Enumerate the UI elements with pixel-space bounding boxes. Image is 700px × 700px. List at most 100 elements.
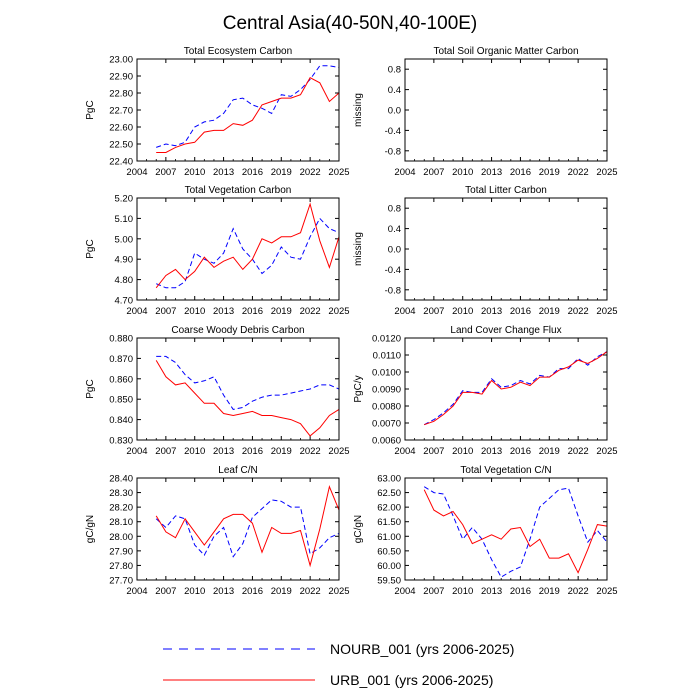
- x-tick-label: 2007: [423, 306, 444, 317]
- plot-frame: [404, 58, 608, 162]
- panel-land-cover-change-flux: Land Cover Change Flux PgC/y 2004 2007 2010 2…: [353, 325, 618, 457]
- y-axis-label: gC/gN: [85, 515, 96, 543]
- x-tick-label: 2025: [328, 446, 349, 457]
- y-axis-label: PgC/y: [353, 375, 364, 402]
- x-tick-label: 2019: [271, 306, 292, 317]
- y-tick-label: 62.00: [377, 503, 401, 514]
- y-tick-label: 4.90: [115, 255, 134, 266]
- x-tick-label: 2004: [126, 446, 147, 457]
- x-tick-label: 2007: [155, 586, 176, 597]
- x-tick-label: 2004: [394, 586, 415, 597]
- panel-title: Total Litter Carbon: [465, 185, 547, 196]
- x-tick-label: 2016: [242, 167, 263, 178]
- x-tick-label: 2025: [596, 306, 617, 317]
- x-tick-label: 2013: [213, 306, 234, 317]
- panel-leaf-c-n: Leaf C/N gC/gN 2004 2007 2010 2013 2016 2019 202…: [85, 465, 350, 597]
- x-tick-label: 2007: [155, 446, 176, 457]
- y-tick-label: 5.10: [115, 214, 134, 225]
- y-tick-label: 0.0070: [372, 419, 401, 430]
- x-tick-label: 2016: [510, 167, 531, 178]
- y-tick-label: 0.4: [388, 224, 401, 235]
- panel-title: Total Soil Organic Matter Carbon: [433, 46, 578, 57]
- panel-total-ecosystem-carbon: Total Ecosystem Carbon PgC 2004 2007 2010 201…: [85, 46, 350, 178]
- x-tick-label: 2019: [539, 586, 560, 597]
- plot-frame: [136, 197, 340, 301]
- y-tick-label: -0.4: [385, 265, 401, 276]
- panels: Total Ecosystem Carbon PgC 2004 2007 2010 201…: [85, 46, 618, 597]
- y-axis-label: PgC: [85, 100, 96, 119]
- y-axis-label: missing: [353, 93, 364, 127]
- x-tick-label: 2022: [568, 446, 589, 457]
- panel-coarse-woody-debris-carbon: Coarse Woody Debris Carbon PgC 2004 2007 201…: [85, 325, 350, 457]
- x-tick-label: 2007: [155, 167, 176, 178]
- x-tick-label: 2016: [242, 446, 263, 457]
- y-tick-label: 0.860: [109, 374, 133, 385]
- y-tick-label: 0.4: [388, 85, 401, 96]
- x-tick-label: 2022: [300, 167, 321, 178]
- x-tick-label: 2019: [271, 167, 292, 178]
- x-tick-label: 2022: [300, 586, 321, 597]
- x-tick-label: 2013: [481, 306, 502, 317]
- legend-nourb-label: NOURB_001 (yrs 2006-2025): [330, 641, 514, 657]
- y-tick-label: 0.0080: [372, 402, 401, 413]
- y-tick-label: 0.870: [109, 354, 133, 365]
- x-tick-label: 2013: [481, 446, 502, 457]
- x-tick-label: 2016: [242, 586, 263, 597]
- plot-frame: [404, 337, 608, 441]
- x-tick-label: 2016: [510, 586, 531, 597]
- x-tick-label: 2013: [481, 167, 502, 178]
- y-tick-label: 23.00: [109, 55, 133, 66]
- x-tick-label: 2016: [510, 306, 531, 317]
- series-line-nourb-001: [156, 355, 339, 410]
- y-tick-label: 28.20: [109, 503, 133, 514]
- plot-frame: [404, 477, 608, 581]
- x-tick-label: 2025: [596, 446, 617, 457]
- figure-title: Central Asia(40-50N,40-100E): [223, 13, 478, 34]
- x-tick-label: 2025: [596, 167, 617, 178]
- x-tick-label: 2013: [213, 446, 234, 457]
- x-tick-label: 2010: [452, 446, 473, 457]
- x-tick-label: 2004: [394, 306, 415, 317]
- x-tick-label: 2004: [126, 586, 147, 597]
- plot-frame: [404, 197, 608, 301]
- y-tick-label: 4.80: [115, 275, 134, 286]
- y-axis-label: gC/gN: [353, 515, 364, 543]
- x-tick-label: 2010: [184, 306, 205, 317]
- x-tick-label: 2007: [423, 167, 444, 178]
- x-tick-label: 2022: [300, 306, 321, 317]
- y-tick-label: 60.00: [377, 561, 401, 572]
- series-line-nourb-001: [423, 486, 607, 578]
- y-tick-label: 0.0: [388, 245, 401, 256]
- y-tick-label: 0.880: [109, 334, 133, 345]
- panel-total-litter-carbon: Total Litter Carbon missing 2004 2007 2010 20…: [353, 185, 618, 317]
- y-tick-label: 5.00: [115, 234, 134, 245]
- y-tick-label: 0.0110: [373, 351, 401, 362]
- x-tick-label: 2004: [394, 446, 415, 457]
- y-tick-label: 60.50: [377, 546, 401, 557]
- x-tick-label: 2019: [539, 167, 560, 178]
- x-tick-label: 2007: [423, 586, 444, 597]
- y-tick-label: 22.40: [109, 157, 133, 168]
- y-tick-label: 0.0090: [372, 385, 401, 396]
- series-line-urb-001: [155, 360, 339, 437]
- y-tick-label: 61.00: [377, 532, 401, 543]
- x-tick-label: 2010: [184, 586, 205, 597]
- y-tick-label: 22.50: [109, 140, 133, 151]
- y-tick-label: 4.70: [115, 296, 134, 307]
- x-tick-label: 2010: [184, 446, 205, 457]
- panel-total-vegetation-carbon: Total Vegetation Carbon PgC 2004 2007 2010 20…: [85, 185, 350, 317]
- y-axis-label: PgC: [85, 379, 96, 398]
- panel-total-vegetation-c-n: Total Vegetation C/N gC/gN 2004 2007 2010 201…: [353, 465, 618, 597]
- y-tick-label: 28.00: [109, 532, 133, 543]
- panel-total-soil-organic-matter-carbon: Total Soil Organic Matter Carbon missing 2…: [353, 46, 618, 178]
- x-tick-label: 2016: [242, 306, 263, 317]
- x-tick-label: 2022: [568, 167, 589, 178]
- x-tick-label: 2019: [539, 306, 560, 317]
- x-tick-label: 2007: [423, 446, 444, 457]
- legend-urb-label: URB_001 (yrs 2006-2025): [330, 672, 493, 688]
- y-tick-label: -0.8: [385, 285, 401, 296]
- y-tick-label: 28.10: [109, 517, 133, 528]
- y-tick-label: 0.830: [109, 436, 133, 447]
- panel-title: Leaf C/N: [218, 465, 257, 476]
